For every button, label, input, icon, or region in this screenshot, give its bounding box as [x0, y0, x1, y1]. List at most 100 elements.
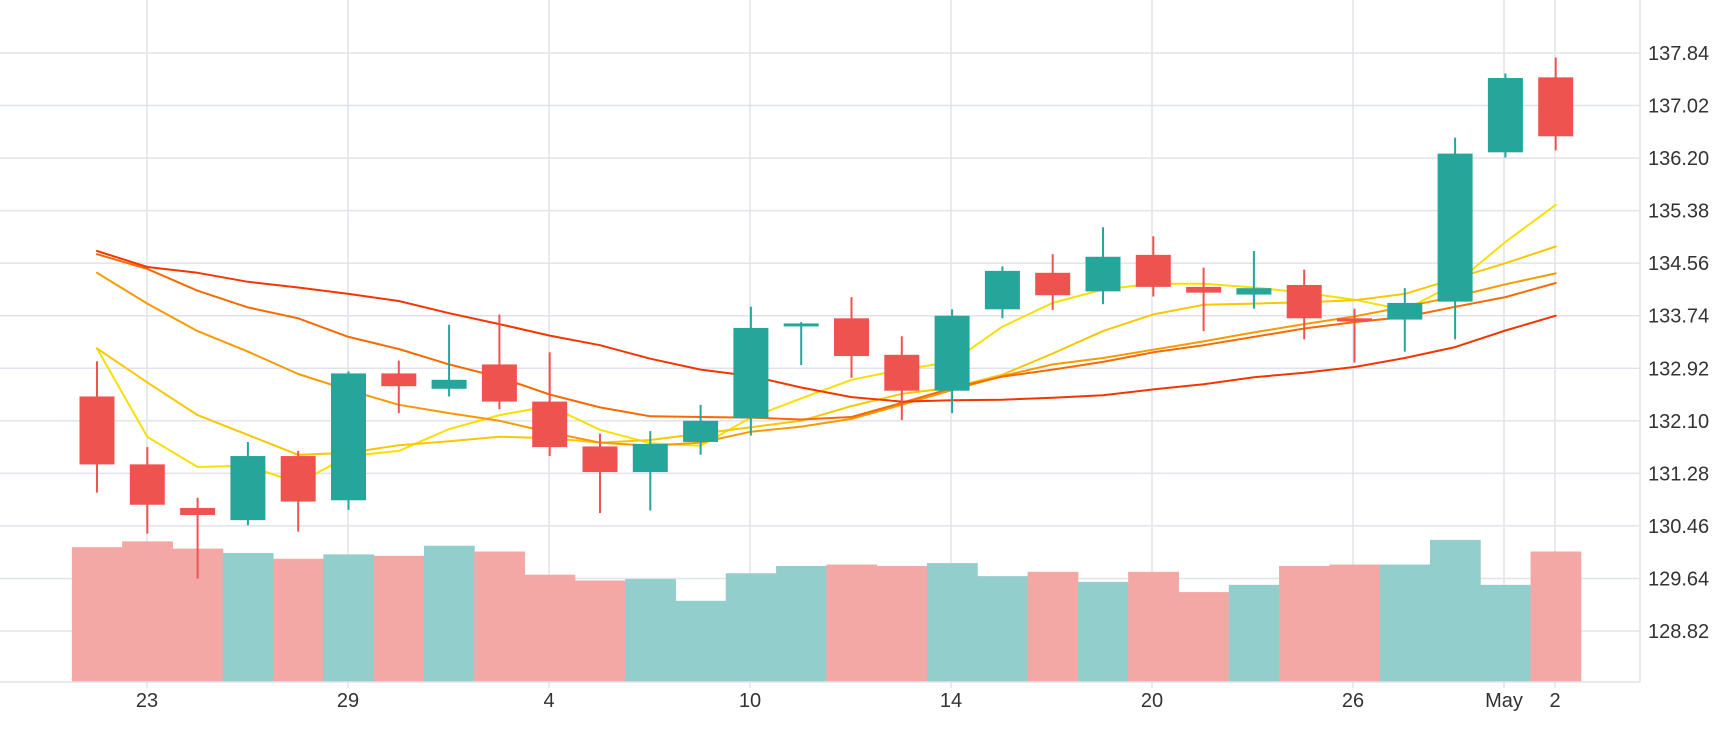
y-tick-label: 136.20	[1648, 148, 1709, 170]
volume-bar	[625, 579, 676, 682]
candle-body	[532, 401, 568, 448]
candle	[783, 322, 819, 366]
volume-bar	[122, 541, 173, 682]
volume-bar	[222, 552, 274, 682]
candle-body	[79, 396, 115, 465]
candle-body	[1286, 284, 1322, 319]
candle-body	[1035, 272, 1071, 296]
candle	[632, 431, 668, 511]
candle-body	[1437, 153, 1473, 302]
candle-body	[733, 327, 769, 419]
candle-body	[481, 364, 517, 402]
volume-layer	[71, 539, 1582, 682]
y-tick-label: 132.10	[1648, 411, 1709, 433]
candle	[1286, 269, 1322, 340]
candle	[280, 450, 316, 532]
candle-body	[984, 270, 1020, 310]
moving-average-line	[96, 271, 1557, 447]
candle-body	[1236, 288, 1272, 295]
volume-bar	[977, 576, 1029, 682]
candle	[481, 314, 517, 410]
candle	[1538, 57, 1574, 151]
candle	[129, 447, 165, 534]
x-tick-label: 29	[337, 690, 359, 712]
volume-bar	[725, 573, 777, 682]
x-tick-label: 10	[739, 690, 761, 712]
candle-body	[1186, 286, 1222, 293]
candle-body	[1337, 318, 1372, 322]
candle	[1387, 288, 1423, 352]
x-tick-label: 20	[1141, 690, 1163, 712]
candle	[431, 324, 467, 397]
candle	[230, 441, 266, 526]
volume-bar	[1279, 566, 1330, 682]
candle	[834, 297, 869, 378]
candle-body	[582, 446, 618, 473]
candle-layer	[79, 57, 1574, 579]
volume-bar	[926, 563, 978, 682]
candle	[1035, 254, 1071, 310]
volume-bar	[675, 600, 727, 682]
candle-body	[1135, 254, 1171, 287]
y-tick-label: 128.82	[1648, 621, 1709, 643]
volume-bar	[1027, 571, 1079, 682]
candle-body	[431, 379, 467, 389]
candle-body	[129, 464, 165, 505]
candle	[582, 433, 618, 514]
candle-body	[280, 456, 316, 502]
x-tick-label: 23	[136, 690, 158, 712]
candle-body	[1387, 302, 1423, 320]
volume-bar	[323, 554, 375, 682]
y-tick-label: 130.46	[1648, 516, 1709, 538]
y-tick-label: 133.74	[1648, 306, 1709, 328]
volume-bar	[1128, 571, 1179, 682]
candle-body	[834, 318, 869, 357]
volume-bar	[1228, 584, 1280, 682]
axis-layer: 137.84 137.02 136.20 135.38 134.56 133.74 132.…	[0, 0, 1709, 712]
volume-bar	[71, 547, 123, 682]
candle	[381, 360, 417, 414]
y-tick-label: 131.28	[1648, 463, 1709, 485]
candle	[884, 336, 920, 421]
volume-bar	[1379, 564, 1431, 682]
volume-bar	[826, 564, 878, 682]
candle	[331, 371, 366, 510]
volume-bar	[373, 555, 425, 682]
candle-body	[381, 373, 417, 387]
y-tick-label: 137.84	[1648, 43, 1709, 65]
y-tick-label: 135.38	[1648, 201, 1709, 223]
y-tick-label: 137.02	[1648, 96, 1709, 118]
y-tick-label: 134.56	[1648, 253, 1709, 275]
volume-bar	[1329, 564, 1381, 682]
volume-bar	[1480, 584, 1532, 682]
x-tick-label: 4	[543, 690, 554, 712]
candle	[733, 306, 769, 436]
volume-bar	[1178, 592, 1230, 682]
volume-bar	[524, 574, 576, 682]
moving-average-line	[96, 253, 1557, 421]
candle-body	[934, 315, 970, 391]
volume-bar	[1429, 539, 1481, 682]
x-tick-label: 2	[1549, 690, 1560, 712]
candle-body	[230, 456, 266, 521]
candle-body	[1538, 77, 1574, 137]
moving-average-line	[96, 203, 1557, 484]
moving-average-line	[96, 250, 1557, 403]
volume-bar	[1530, 551, 1582, 682]
volume-bar	[876, 566, 928, 682]
candle-body	[683, 420, 719, 442]
candle-body	[1085, 256, 1121, 292]
candle-body	[180, 507, 216, 516]
volume-bar	[776, 566, 827, 682]
volume-bar	[474, 551, 526, 682]
candle	[1437, 137, 1473, 340]
x-tick-label: 26	[1342, 690, 1364, 712]
candle	[1085, 227, 1121, 305]
y-tick-label: 132.92	[1648, 358, 1709, 380]
candle	[1487, 73, 1523, 158]
candle	[1135, 236, 1171, 297]
candle	[532, 352, 568, 457]
x-tick-label: 14	[940, 690, 962, 712]
